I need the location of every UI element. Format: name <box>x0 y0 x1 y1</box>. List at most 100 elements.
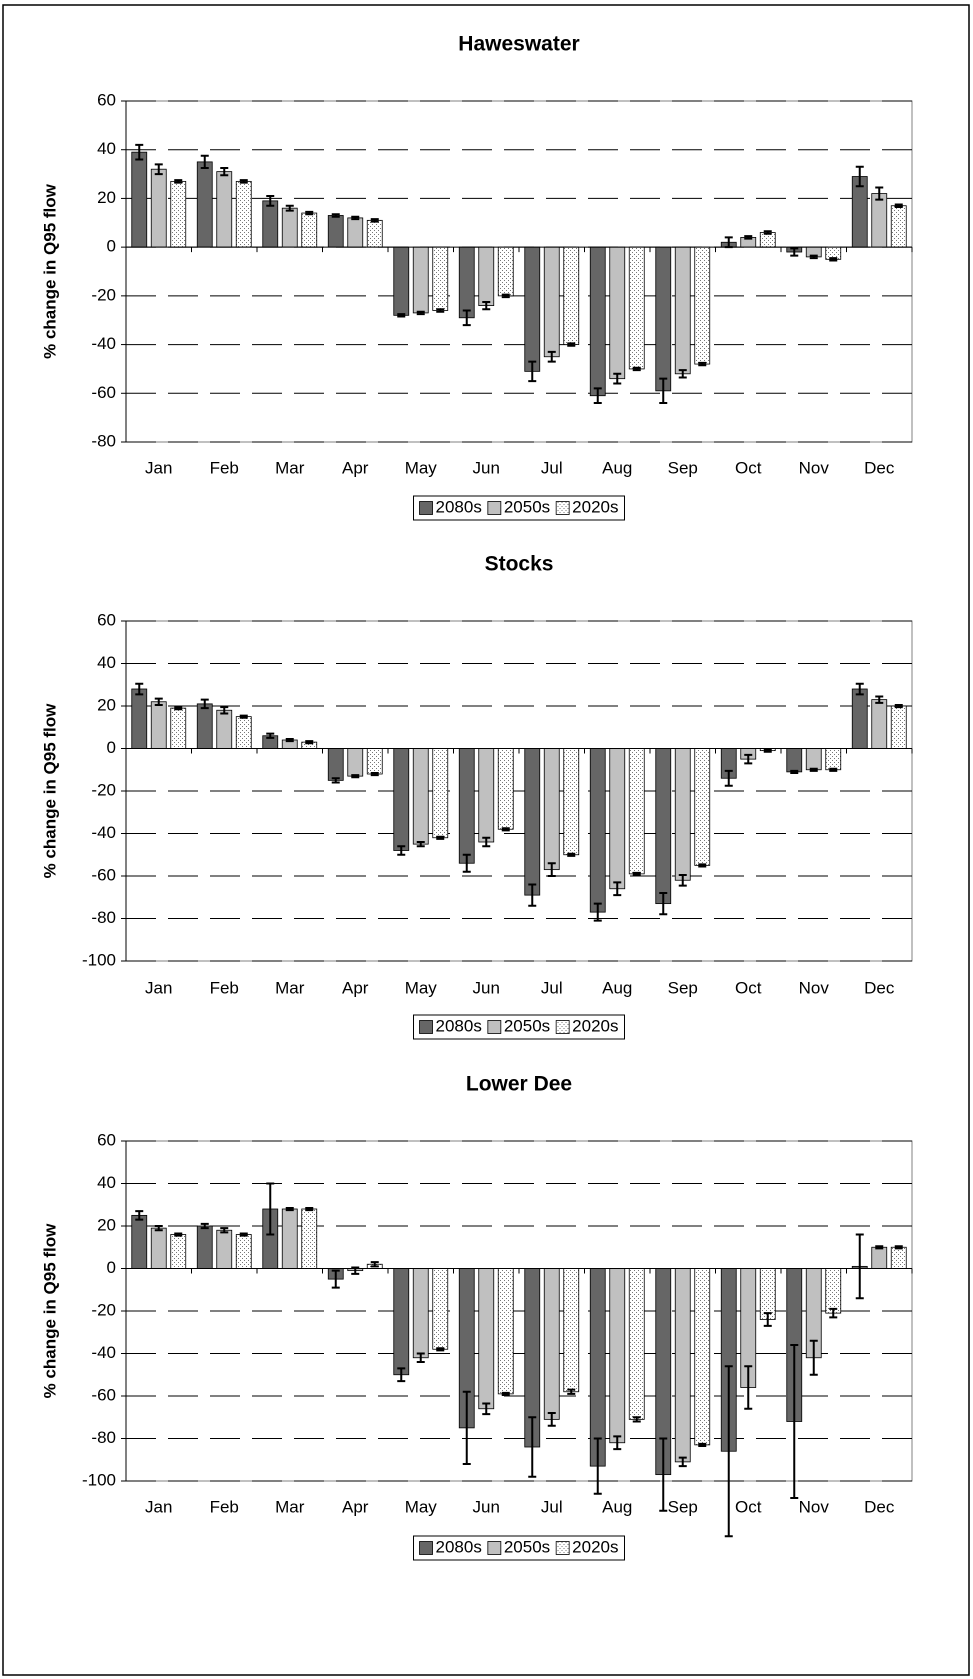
y-tick-label: -100 <box>82 1470 116 1489</box>
y-tick-label: -100 <box>82 950 116 969</box>
x-tick-label: Dec <box>864 1497 895 1516</box>
y-tick-label: 0 <box>107 237 116 256</box>
bar <box>347 748 364 777</box>
bar <box>216 171 233 248</box>
bar <box>301 212 318 248</box>
error-bar <box>613 1435 622 1451</box>
bar <box>196 161 213 248</box>
bar <box>327 215 344 248</box>
x-tick-label: Mar <box>275 458 305 477</box>
x-tick-label: May <box>405 978 438 997</box>
y-tick-label: 0 <box>107 1258 116 1277</box>
error-bar <box>174 1232 183 1237</box>
legend-label: 2050s <box>504 1537 550 1556</box>
legend-box <box>413 1014 625 1040</box>
x-tick-label: Dec <box>864 458 895 477</box>
error-bar <box>698 1442 707 1447</box>
error-bar <box>135 682 144 696</box>
bar <box>235 180 252 248</box>
y-tick-label: -20 <box>91 780 116 799</box>
y-tick-label: -80 <box>91 908 116 927</box>
error-bar <box>174 706 183 711</box>
bar <box>694 748 711 866</box>
legend: 2080s 2050s 2020s <box>419 1537 618 1556</box>
x-tick-label: Aug <box>602 458 632 477</box>
error-bar <box>744 235 753 240</box>
y-tick-label: 20 <box>97 188 116 207</box>
error-bar <box>482 300 491 311</box>
error-bar <box>135 1210 144 1221</box>
error-bar <box>567 852 576 857</box>
bar <box>478 748 495 843</box>
bar <box>235 716 252 749</box>
error-bar <box>790 1344 799 1499</box>
bar <box>674 748 691 881</box>
error-bar <box>567 1388 576 1395</box>
bar <box>805 748 822 771</box>
bar <box>543 1268 560 1420</box>
error-bar <box>501 1391 510 1396</box>
error-bar <box>613 881 622 897</box>
error-bar <box>593 1437 602 1495</box>
x-tick-label: Sep <box>668 1497 698 1516</box>
error-bar <box>462 309 471 327</box>
x-tick-label: Nov <box>799 978 830 997</box>
error-bar <box>154 1225 163 1232</box>
error-bar <box>875 695 884 704</box>
x-tick-label: Jun <box>473 458 500 477</box>
legend-label: 2080s <box>436 1016 482 1035</box>
error-bar <box>724 769 733 787</box>
y-tick-label: -40 <box>91 334 116 353</box>
error-bar <box>266 1182 275 1236</box>
y-tick-label: -40 <box>91 1343 116 1362</box>
bar <box>890 1246 907 1269</box>
legend-swatch <box>487 1020 502 1034</box>
error-bar <box>678 1456 687 1468</box>
bar <box>262 200 279 248</box>
error-bar <box>632 871 641 876</box>
error-bar <box>528 883 537 907</box>
error-bar <box>894 703 903 709</box>
x-tick-label: Dec <box>864 978 895 997</box>
x-tick-label: Mar <box>275 978 305 997</box>
error-bar <box>593 387 602 405</box>
error-bar <box>613 372 622 385</box>
y-tick-label: 20 <box>97 1215 116 1234</box>
bar <box>589 748 606 913</box>
error-bar <box>829 1307 838 1319</box>
bar <box>150 701 167 749</box>
error-bar <box>239 714 248 719</box>
x-tick-label: Nov <box>799 458 830 477</box>
y-tick-label: -40 <box>91 823 116 842</box>
bar <box>412 1268 429 1359</box>
bar <box>170 1234 187 1269</box>
bar <box>655 748 672 905</box>
bar <box>890 205 907 248</box>
bar <box>393 748 410 851</box>
legend-box <box>413 495 625 521</box>
error-bar <box>567 342 576 347</box>
bar <box>366 748 383 775</box>
x-tick-label: Apr <box>342 458 369 477</box>
bar <box>412 748 429 845</box>
bar <box>655 246 672 392</box>
x-tick-label: May <box>405 1497 438 1516</box>
bar <box>825 1268 842 1314</box>
y-tick-label: 60 <box>97 1130 116 1149</box>
error-bar <box>744 1365 753 1410</box>
bar <box>432 748 449 839</box>
bar <box>674 1268 691 1463</box>
y-tick-label: -60 <box>91 865 116 884</box>
error-bar <box>239 179 248 184</box>
bar <box>497 1268 514 1395</box>
error-bar <box>763 1312 772 1327</box>
y-tick-label: -20 <box>91 1300 116 1319</box>
bar <box>524 246 541 372</box>
bar <box>890 705 907 749</box>
legend-label: 2050s <box>504 497 550 516</box>
x-tick-label: Feb <box>210 978 239 997</box>
error-bar <box>239 1232 248 1237</box>
x-tick-label: Jun <box>473 978 500 997</box>
bar <box>497 748 514 830</box>
error-bar <box>501 827 510 832</box>
